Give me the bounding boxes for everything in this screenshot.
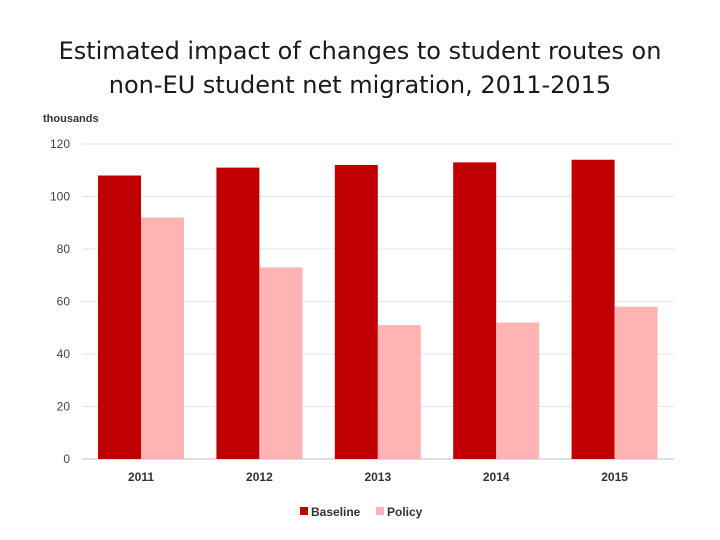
x-tick-label-2014: 2014 (483, 470, 510, 484)
y-tick-label-0: 0 (63, 452, 70, 466)
bars (98, 159, 658, 459)
y-axis-unit-label: thousands (43, 113, 99, 125)
bar-policy-2012 (259, 267, 303, 459)
bar-baseline-2013 (334, 165, 378, 459)
x-tick-label-2013: 2013 (364, 470, 391, 484)
bar-baseline-2015 (571, 159, 615, 459)
y-tick-label-100: 100 (50, 190, 70, 204)
bar-policy-2014 (496, 322, 540, 459)
bar-policy-2011 (141, 217, 184, 459)
bar-baseline-2014 (453, 162, 497, 459)
x-tick-label-2011: 2011 (128, 470, 154, 484)
chart-title-line-2: non-EU student net migration, 2011-2015 (108, 71, 612, 99)
legend-label-baseline: Baseline (311, 505, 361, 519)
y-axis-ticks: 0 20 40 60 80 100 120 (50, 137, 70, 466)
legend-swatch-baseline (300, 507, 308, 515)
legend-label-policy: Policy (387, 505, 423, 519)
y-tick-label-20: 20 (57, 400, 71, 414)
bar-policy-2015 (614, 306, 658, 459)
x-tick-label-2012: 2012 (246, 470, 273, 484)
y-tick-label-120: 120 (50, 137, 70, 151)
y-tick-label-80: 80 (57, 242, 71, 256)
bar-baseline-2011 (98, 175, 141, 459)
x-axis-ticks: 2011 2012 2013 2014 2015 (128, 470, 628, 484)
bar-baseline-2012 (216, 167, 260, 459)
y-tick-label-60: 60 (57, 295, 71, 309)
y-tick-label-40: 40 (57, 347, 71, 361)
legend: Baseline Policy (300, 505, 423, 519)
bar-policy-2013 (377, 325, 421, 459)
legend-swatch-policy (376, 507, 384, 515)
x-tick-label-2015: 2015 (601, 470, 628, 484)
chart-title: Estimated impact of changes to student r… (40, 34, 680, 102)
chart-title-line-1: Estimated impact of changes to student r… (58, 37, 662, 65)
